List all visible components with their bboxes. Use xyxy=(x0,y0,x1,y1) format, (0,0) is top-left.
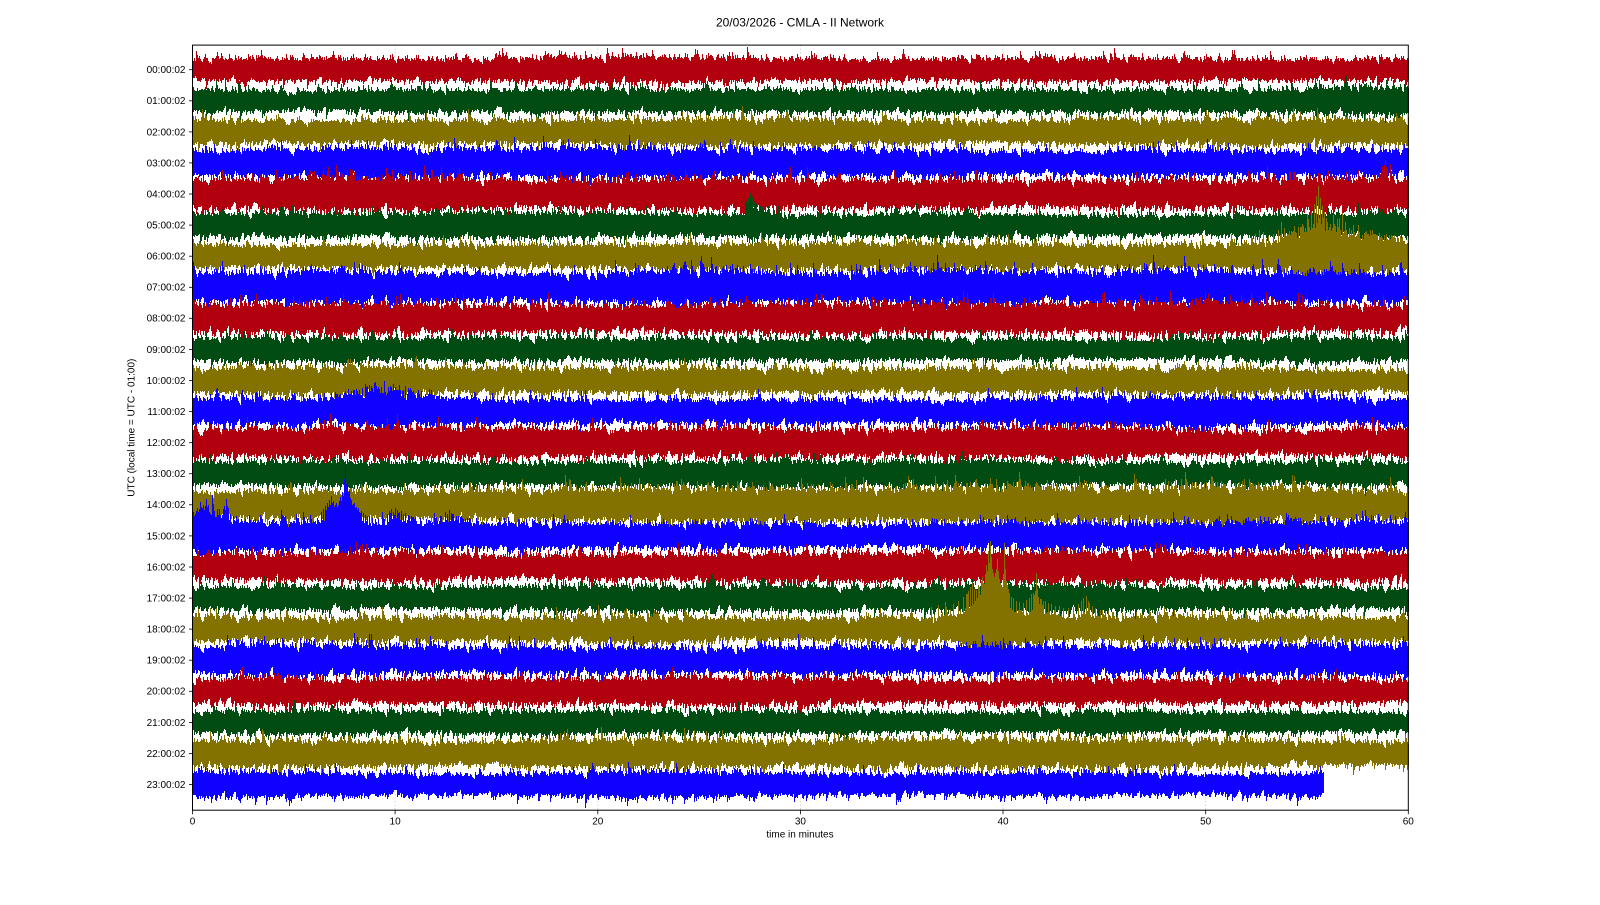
svg-text:02:00:02: 02:00:02 xyxy=(147,127,186,138)
svg-text:60: 60 xyxy=(1403,817,1415,828)
svg-text:14:00:02: 14:00:02 xyxy=(147,500,186,511)
svg-text:05:00:02: 05:00:02 xyxy=(147,221,186,232)
svg-text:10: 10 xyxy=(390,817,402,828)
svg-text:50: 50 xyxy=(1200,817,1212,828)
svg-text:21:00:02: 21:00:02 xyxy=(147,718,186,729)
svg-text:06:00:02: 06:00:02 xyxy=(147,252,186,263)
svg-text:12:00:02: 12:00:02 xyxy=(147,438,186,449)
svg-text:time in minutes: time in minutes xyxy=(766,830,833,841)
svg-text:22:00:02: 22:00:02 xyxy=(147,749,186,760)
svg-text:09:00:02: 09:00:02 xyxy=(147,345,186,356)
svg-text:15:00:02: 15:00:02 xyxy=(147,531,186,542)
svg-text:23:00:02: 23:00:02 xyxy=(147,780,186,791)
svg-text:20:00:02: 20:00:02 xyxy=(147,687,186,698)
svg-text:00:00:02: 00:00:02 xyxy=(147,65,186,76)
svg-text:UTC (local time = UTC - 01:00): UTC (local time = UTC - 01:00) xyxy=(127,359,138,497)
svg-text:04:00:02: 04:00:02 xyxy=(147,189,186,200)
svg-text:19:00:02: 19:00:02 xyxy=(147,656,186,667)
svg-text:03:00:02: 03:00:02 xyxy=(147,158,186,169)
svg-text:0: 0 xyxy=(190,817,196,828)
svg-text:07:00:02: 07:00:02 xyxy=(147,283,186,294)
svg-text:17:00:02: 17:00:02 xyxy=(147,594,186,605)
svg-text:16:00:02: 16:00:02 xyxy=(147,562,186,573)
svg-text:10:00:02: 10:00:02 xyxy=(147,376,186,387)
svg-text:20/03/2026 - CMLA - II Network: 20/03/2026 - CMLA - II Network xyxy=(716,16,885,30)
svg-text:18:00:02: 18:00:02 xyxy=(147,625,186,636)
svg-text:20: 20 xyxy=(592,817,604,828)
svg-text:08:00:02: 08:00:02 xyxy=(147,314,186,325)
svg-text:30: 30 xyxy=(795,817,807,828)
svg-text:11:00:02: 11:00:02 xyxy=(147,407,186,418)
svg-text:40: 40 xyxy=(997,817,1009,828)
svg-text:13:00:02: 13:00:02 xyxy=(147,469,186,480)
svg-text:01:00:02: 01:00:02 xyxy=(147,96,186,107)
